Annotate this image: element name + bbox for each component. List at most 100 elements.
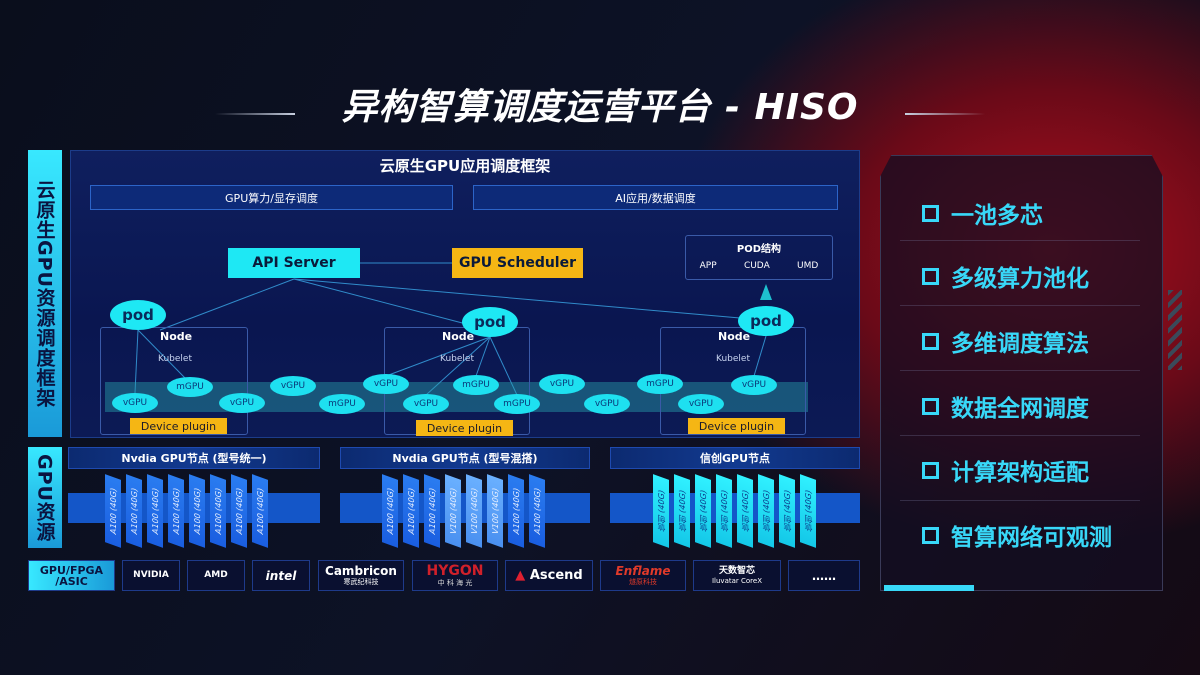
- feature-item: 计算架构适配: [922, 453, 1089, 487]
- gpu-platform-3: [610, 493, 860, 523]
- gpu-chips-1: A100 (40G) A100 (40G) A100 (40G) A100 (4…: [105, 474, 268, 548]
- feature-item: 一池多芯: [922, 196, 1043, 230]
- divider: [900, 500, 1140, 501]
- gpu-chip: A100 (40G): [105, 474, 121, 548]
- gpu-unit: vGPU: [584, 394, 630, 414]
- gpu-node-header-2: Nvdia GPU节点 (型号混搭): [340, 447, 590, 469]
- gpu-chip: 信创 (40G): [779, 474, 795, 548]
- vendor-cambricon: Cambricon 寒武纪科技: [318, 560, 404, 591]
- gpu-chip: A100 (40G): [189, 474, 205, 548]
- node-label: Node: [442, 330, 475, 343]
- resources-side-label: GPU资源: [28, 447, 62, 548]
- node-box-1: [100, 327, 248, 435]
- gpu-unit: vGPU: [112, 393, 158, 413]
- gpu-chip: 信创 (40G): [674, 474, 690, 548]
- sub-gpu-scheduling: GPU算力/显存调度: [90, 185, 453, 210]
- panel-deco-stripes: [1168, 290, 1182, 370]
- divider: [900, 305, 1140, 306]
- node-label: Node: [718, 330, 751, 343]
- gpu-chip: 信创 (40G): [653, 474, 669, 548]
- gpu-node-header-1: Nvdia GPU节点 (型号统一): [68, 447, 320, 469]
- vendor-enflame: Enflame 燧原科技: [600, 560, 686, 591]
- divider: [900, 435, 1140, 436]
- feature-item: 智算网络可观测: [922, 518, 1112, 552]
- gpu-chip: A100 (40G): [508, 474, 524, 548]
- chips-label: GPU/FPGA /ASIC: [28, 560, 115, 591]
- pod-structure-box: POD结构 APP CUDA UMD: [685, 235, 833, 280]
- gpu-chip: A100 (40G): [424, 474, 440, 548]
- checkbox-icon: [922, 267, 939, 285]
- checkbox-icon: [922, 397, 939, 415]
- gpu-chip: A100 (40G): [252, 474, 268, 548]
- api-server-box: API Server: [228, 248, 360, 278]
- gpu-unit: vGPU: [363, 374, 409, 394]
- gpu-chip: 信创 (40G): [695, 474, 711, 548]
- title-deco-left: [215, 113, 295, 115]
- vendor-amd: AMD: [187, 560, 245, 591]
- checkbox-icon: [922, 526, 939, 544]
- page-title: 异构智算调度运营平台 - HISO: [341, 87, 859, 128]
- pod-1: pod: [110, 300, 166, 330]
- gpu-node-header-3: 信创GPU节点: [610, 447, 860, 469]
- gpu-chip: V100 (40G): [445, 474, 461, 548]
- gpu-unit: vGPU: [678, 394, 724, 414]
- gpu-chip: V100 (40G): [466, 474, 482, 548]
- gpu-chip: 信创 (40G): [716, 474, 732, 548]
- divider: [900, 240, 1140, 241]
- panel-deco-bar: [884, 585, 974, 591]
- gpu-chip: A100 (40G): [382, 474, 398, 548]
- framework-side-label: 云原生GPU资源调度框架: [28, 150, 62, 437]
- gpu-unit: mGPU: [494, 394, 540, 414]
- feature-item: 多级算力池化: [922, 259, 1089, 293]
- feature-item: 数据全网调度: [922, 389, 1089, 423]
- gpu-chip: 信创 (40G): [758, 474, 774, 548]
- vendor-hygon: HYGON 中 科 海 光: [412, 560, 498, 591]
- gpu-chip: 信创 (40G): [800, 474, 816, 548]
- pod-struct-umd: UMD: [797, 261, 819, 271]
- checkbox-icon: [922, 461, 939, 479]
- divider: [900, 370, 1140, 371]
- gpu-unit: vGPU: [731, 375, 777, 395]
- feature-item: 多维调度算法: [922, 324, 1089, 358]
- device-plugin-2: Device plugin: [416, 420, 513, 436]
- gpu-chip: A100 (40G): [168, 474, 184, 548]
- vendor-iluvatar: 天数智芯 Iluvatar CoreX: [693, 560, 781, 591]
- vendor-ascend: ▲ Ascend: [505, 560, 593, 591]
- gpu-unit: mGPU: [319, 394, 365, 414]
- kubelet-label: Kubelet: [440, 354, 474, 364]
- kubelet-label: Kubelet: [716, 354, 750, 364]
- pod-3: pod: [738, 306, 794, 336]
- pod-2: pod: [462, 307, 518, 337]
- gpu-chip: A100 (40G): [210, 474, 226, 548]
- gpu-chip: A100 (40G): [403, 474, 419, 548]
- gpu-unit: vGPU: [219, 393, 265, 413]
- gpu-scheduler-box: GPU Scheduler: [452, 248, 583, 278]
- pod-structure-title: POD结构: [736, 244, 782, 255]
- pod-struct-cuda: CUDA: [743, 261, 770, 271]
- device-plugin-3: Device plugin: [688, 418, 785, 434]
- checkbox-icon: [922, 332, 939, 350]
- gpu-chip: A100 (40G): [147, 474, 163, 548]
- gpu-chip: V100 (40G): [487, 474, 503, 548]
- gpu-unit: vGPU: [403, 394, 449, 414]
- pod-struct-app: APP: [699, 261, 717, 271]
- vendor-more: ……: [788, 560, 860, 591]
- kubelet-label: Kubelet: [158, 354, 192, 364]
- sub-ai-scheduling: AI应用/数据调度: [473, 185, 838, 210]
- node-label: Node: [160, 330, 193, 343]
- device-plugin-1: Device plugin: [130, 418, 227, 434]
- gpu-chip: A100 (40G): [529, 474, 545, 548]
- gpu-platform-2: [340, 493, 590, 523]
- gpu-unit: mGPU: [453, 375, 499, 395]
- gpu-chip: 信创 (40G): [737, 474, 753, 548]
- gpu-unit: mGPU: [637, 374, 683, 394]
- gpu-chip: A100 (40G): [231, 474, 247, 548]
- checkbox-icon: [922, 204, 939, 222]
- framework-header: 云原生GPU应用调度框架: [379, 157, 551, 175]
- gpu-chips-3: 信创 (40G) 信创 (40G) 信创 (40G) 信创 (40G) 信创 (…: [653, 474, 816, 548]
- gpu-chips-2: A100 (40G) A100 (40G) A100 (40G) V100 (4…: [382, 474, 545, 548]
- features-panel: [880, 155, 1163, 591]
- gpu-unit: vGPU: [270, 376, 316, 396]
- gpu-unit: vGPU: [539, 374, 585, 394]
